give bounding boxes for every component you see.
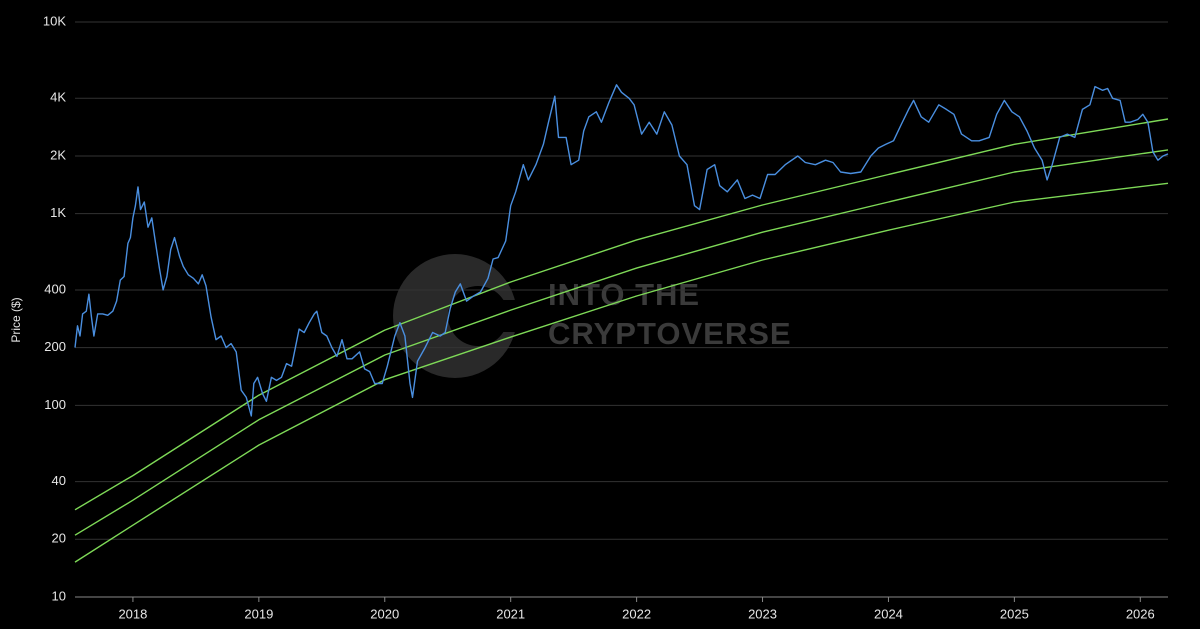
x-tick-label: 2019 bbox=[244, 606, 273, 621]
x-tick-label: 2020 bbox=[370, 606, 399, 621]
band-line bbox=[74, 149, 1169, 536]
x-tick-label: 2024 bbox=[874, 606, 903, 621]
band-line bbox=[74, 118, 1169, 511]
x-tick-label: 2026 bbox=[1126, 606, 1155, 621]
x-tick-label: 2022 bbox=[622, 606, 651, 621]
y-tick-label: 20 bbox=[52, 531, 66, 546]
y-tick-label: 200 bbox=[44, 339, 66, 354]
x-tick-label: 2023 bbox=[748, 606, 777, 621]
x-tick-label: 2021 bbox=[496, 606, 525, 621]
y-tick-label: 4K bbox=[50, 90, 66, 105]
y-tick-label: 40 bbox=[52, 473, 66, 488]
watermark-logo bbox=[393, 254, 538, 378]
y-tick-label: 10 bbox=[52, 588, 66, 603]
y-axis-title: Price ($) bbox=[9, 297, 23, 342]
watermark-text: INTO THE bbox=[548, 277, 700, 312]
x-tick-label: 2025 bbox=[1000, 606, 1029, 621]
y-tick-label: 100 bbox=[44, 397, 66, 412]
price-line bbox=[74, 84, 1169, 417]
band-line bbox=[74, 182, 1169, 563]
y-tick-label: 1K bbox=[50, 205, 66, 220]
y-tick-label: 2K bbox=[50, 147, 66, 162]
y-tick-label: 10K bbox=[43, 13, 66, 28]
watermark-text: CRYPTOVERSE bbox=[548, 316, 792, 351]
y-tick-label: 400 bbox=[44, 281, 66, 296]
x-tick-label: 2018 bbox=[118, 606, 147, 621]
